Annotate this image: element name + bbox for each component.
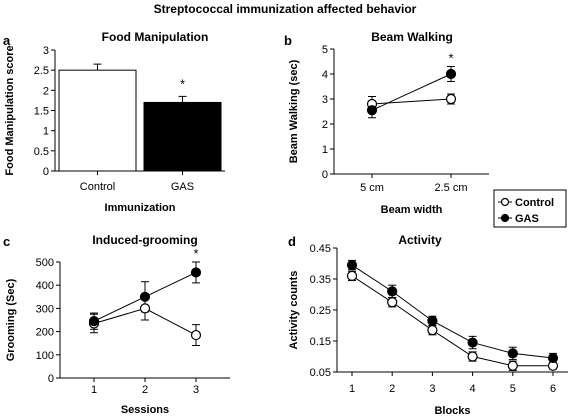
x-tick-label: 3 bbox=[193, 384, 199, 396]
x-tick-label: 1 bbox=[349, 383, 355, 395]
point-gas bbox=[346, 259, 358, 271]
panel-label-d: d bbox=[288, 234, 296, 249]
y-tick-label: 1.5 bbox=[34, 106, 49, 118]
panel-label-c: c bbox=[3, 234, 10, 249]
y-tick-label: 0.5 bbox=[34, 146, 49, 158]
y-axis-label: Grooming (Sec) bbox=[5, 278, 17, 361]
point-gas bbox=[467, 337, 478, 348]
panel-d-activity: Activity 0.05 0.15 0.25 0.35 0.45 1 2 3 4 5 6 Blocks… bbox=[288, 233, 568, 416]
filled-circle-icon bbox=[500, 213, 510, 223]
point-gas bbox=[507, 348, 518, 359]
y-axis-label: Beam Walking (sec) bbox=[288, 59, 300, 163]
panel-title: Induced-grooming bbox=[92, 233, 197, 247]
panel-label-b: b bbox=[284, 33, 292, 48]
y-tick-label: 3 bbox=[322, 94, 328, 106]
legend: Control GAS bbox=[493, 189, 567, 228]
panel-c-induced-grooming: Induced-grooming 0 100 200 300 400 500 1 2 3 Sessi… bbox=[5, 233, 230, 416]
y-tick-label: 200 bbox=[36, 327, 54, 339]
figure-title: Streptococcal immunization affected beha… bbox=[154, 2, 417, 16]
legend-entry-gas: GAS bbox=[498, 213, 539, 225]
y-tick-label: 2 bbox=[43, 85, 49, 97]
y-tick-label: 3 bbox=[43, 45, 49, 57]
y-axis-label: Activity counts bbox=[288, 271, 300, 350]
x-tick-label: 2 bbox=[389, 383, 395, 395]
y-tick-label: 5 bbox=[322, 44, 328, 56]
point-gas bbox=[445, 68, 457, 80]
x-tick-label: 5 cm bbox=[360, 182, 384, 194]
series-line-control bbox=[351, 275, 553, 367]
panel-label-a: a bbox=[3, 33, 11, 48]
y-tick-label: 0 bbox=[322, 169, 328, 181]
point-control bbox=[139, 303, 151, 314]
point-control bbox=[507, 360, 518, 371]
panel-a-food-manipulation: Food Manipulation 0 0.5 1 1.5 2 2.5 3 Control GAS… bbox=[4, 30, 225, 214]
y-tick-label: 0.05 bbox=[310, 367, 331, 379]
y-tick-label: 0.45 bbox=[310, 243, 331, 255]
significance-asterisk: * bbox=[448, 51, 453, 66]
bar-gas bbox=[143, 101, 222, 172]
legend-label-control: Control bbox=[515, 197, 554, 209]
point-gas bbox=[547, 352, 559, 364]
y-tick-label: 4 bbox=[322, 69, 328, 81]
significance-asterisk: * bbox=[180, 76, 185, 91]
y-tick-label: 2.5 bbox=[34, 65, 49, 77]
point-gas bbox=[427, 315, 438, 326]
significance-asterisk: * bbox=[193, 246, 198, 261]
x-tick-label: 3 bbox=[429, 383, 435, 395]
y-tick-label: 0 bbox=[48, 373, 54, 385]
x-tick-label: 5 bbox=[510, 383, 516, 395]
point-control bbox=[445, 93, 457, 105]
y-tick-label: 1 bbox=[322, 144, 328, 156]
x-tick-label: 6 bbox=[550, 383, 556, 395]
bar-control bbox=[58, 69, 137, 172]
series-line-gas bbox=[371, 73, 452, 111]
x-tick-label: 1 bbox=[91, 384, 97, 396]
point-control bbox=[467, 351, 478, 362]
y-tick-label: 100 bbox=[36, 350, 54, 362]
point-gas bbox=[88, 316, 100, 327]
y-axis-label: Food Manipulation score bbox=[4, 45, 16, 175]
series-line-control bbox=[371, 98, 452, 105]
open-circle-icon bbox=[500, 197, 510, 207]
point-gas bbox=[387, 286, 398, 297]
y-tick-label: 2 bbox=[322, 119, 328, 131]
point-control bbox=[427, 325, 438, 336]
x-tick-label: 4 bbox=[470, 383, 476, 395]
x-tick-label: 2.5 cm bbox=[434, 182, 467, 194]
y-tick-label: 0.15 bbox=[310, 336, 331, 348]
legend-label-gas: GAS bbox=[515, 213, 539, 225]
y-tick-label: 300 bbox=[36, 303, 54, 315]
x-tick-label: Control bbox=[80, 181, 115, 193]
panel-title: Activity bbox=[398, 233, 442, 247]
x-axis-label: Blocks bbox=[434, 405, 470, 416]
x-tick-label: 2 bbox=[142, 384, 148, 396]
y-tick-label: 1 bbox=[43, 126, 49, 138]
point-gas bbox=[190, 267, 202, 278]
x-axis-label: Sessions bbox=[121, 404, 169, 416]
panel-title: Beam Walking bbox=[371, 30, 453, 44]
legend-entry-control: Control bbox=[498, 197, 554, 209]
x-tick-label: GAS bbox=[171, 181, 194, 193]
point-control bbox=[190, 329, 202, 341]
series-line-gas bbox=[351, 264, 554, 359]
point-control bbox=[346, 270, 358, 281]
point-gas bbox=[366, 105, 378, 116]
point-gas bbox=[139, 291, 151, 302]
y-tick-label: 0 bbox=[43, 166, 49, 178]
y-tick-label: 500 bbox=[36, 257, 54, 269]
y-tick-label: 400 bbox=[36, 280, 54, 292]
y-tick-label: 0.25 bbox=[310, 305, 331, 317]
x-axis-label: Beam width bbox=[381, 204, 443, 216]
panel-b-beam-walking: Beam Walking 0 1 2 3 4 5 5 cm 2.5 cm Beam width Be… bbox=[288, 30, 489, 216]
y-tick-label: 0.35 bbox=[310, 274, 331, 286]
x-axis-label: Immunization bbox=[105, 202, 176, 214]
panel-title: Food Manipulation bbox=[102, 30, 209, 44]
point-control bbox=[387, 297, 398, 308]
